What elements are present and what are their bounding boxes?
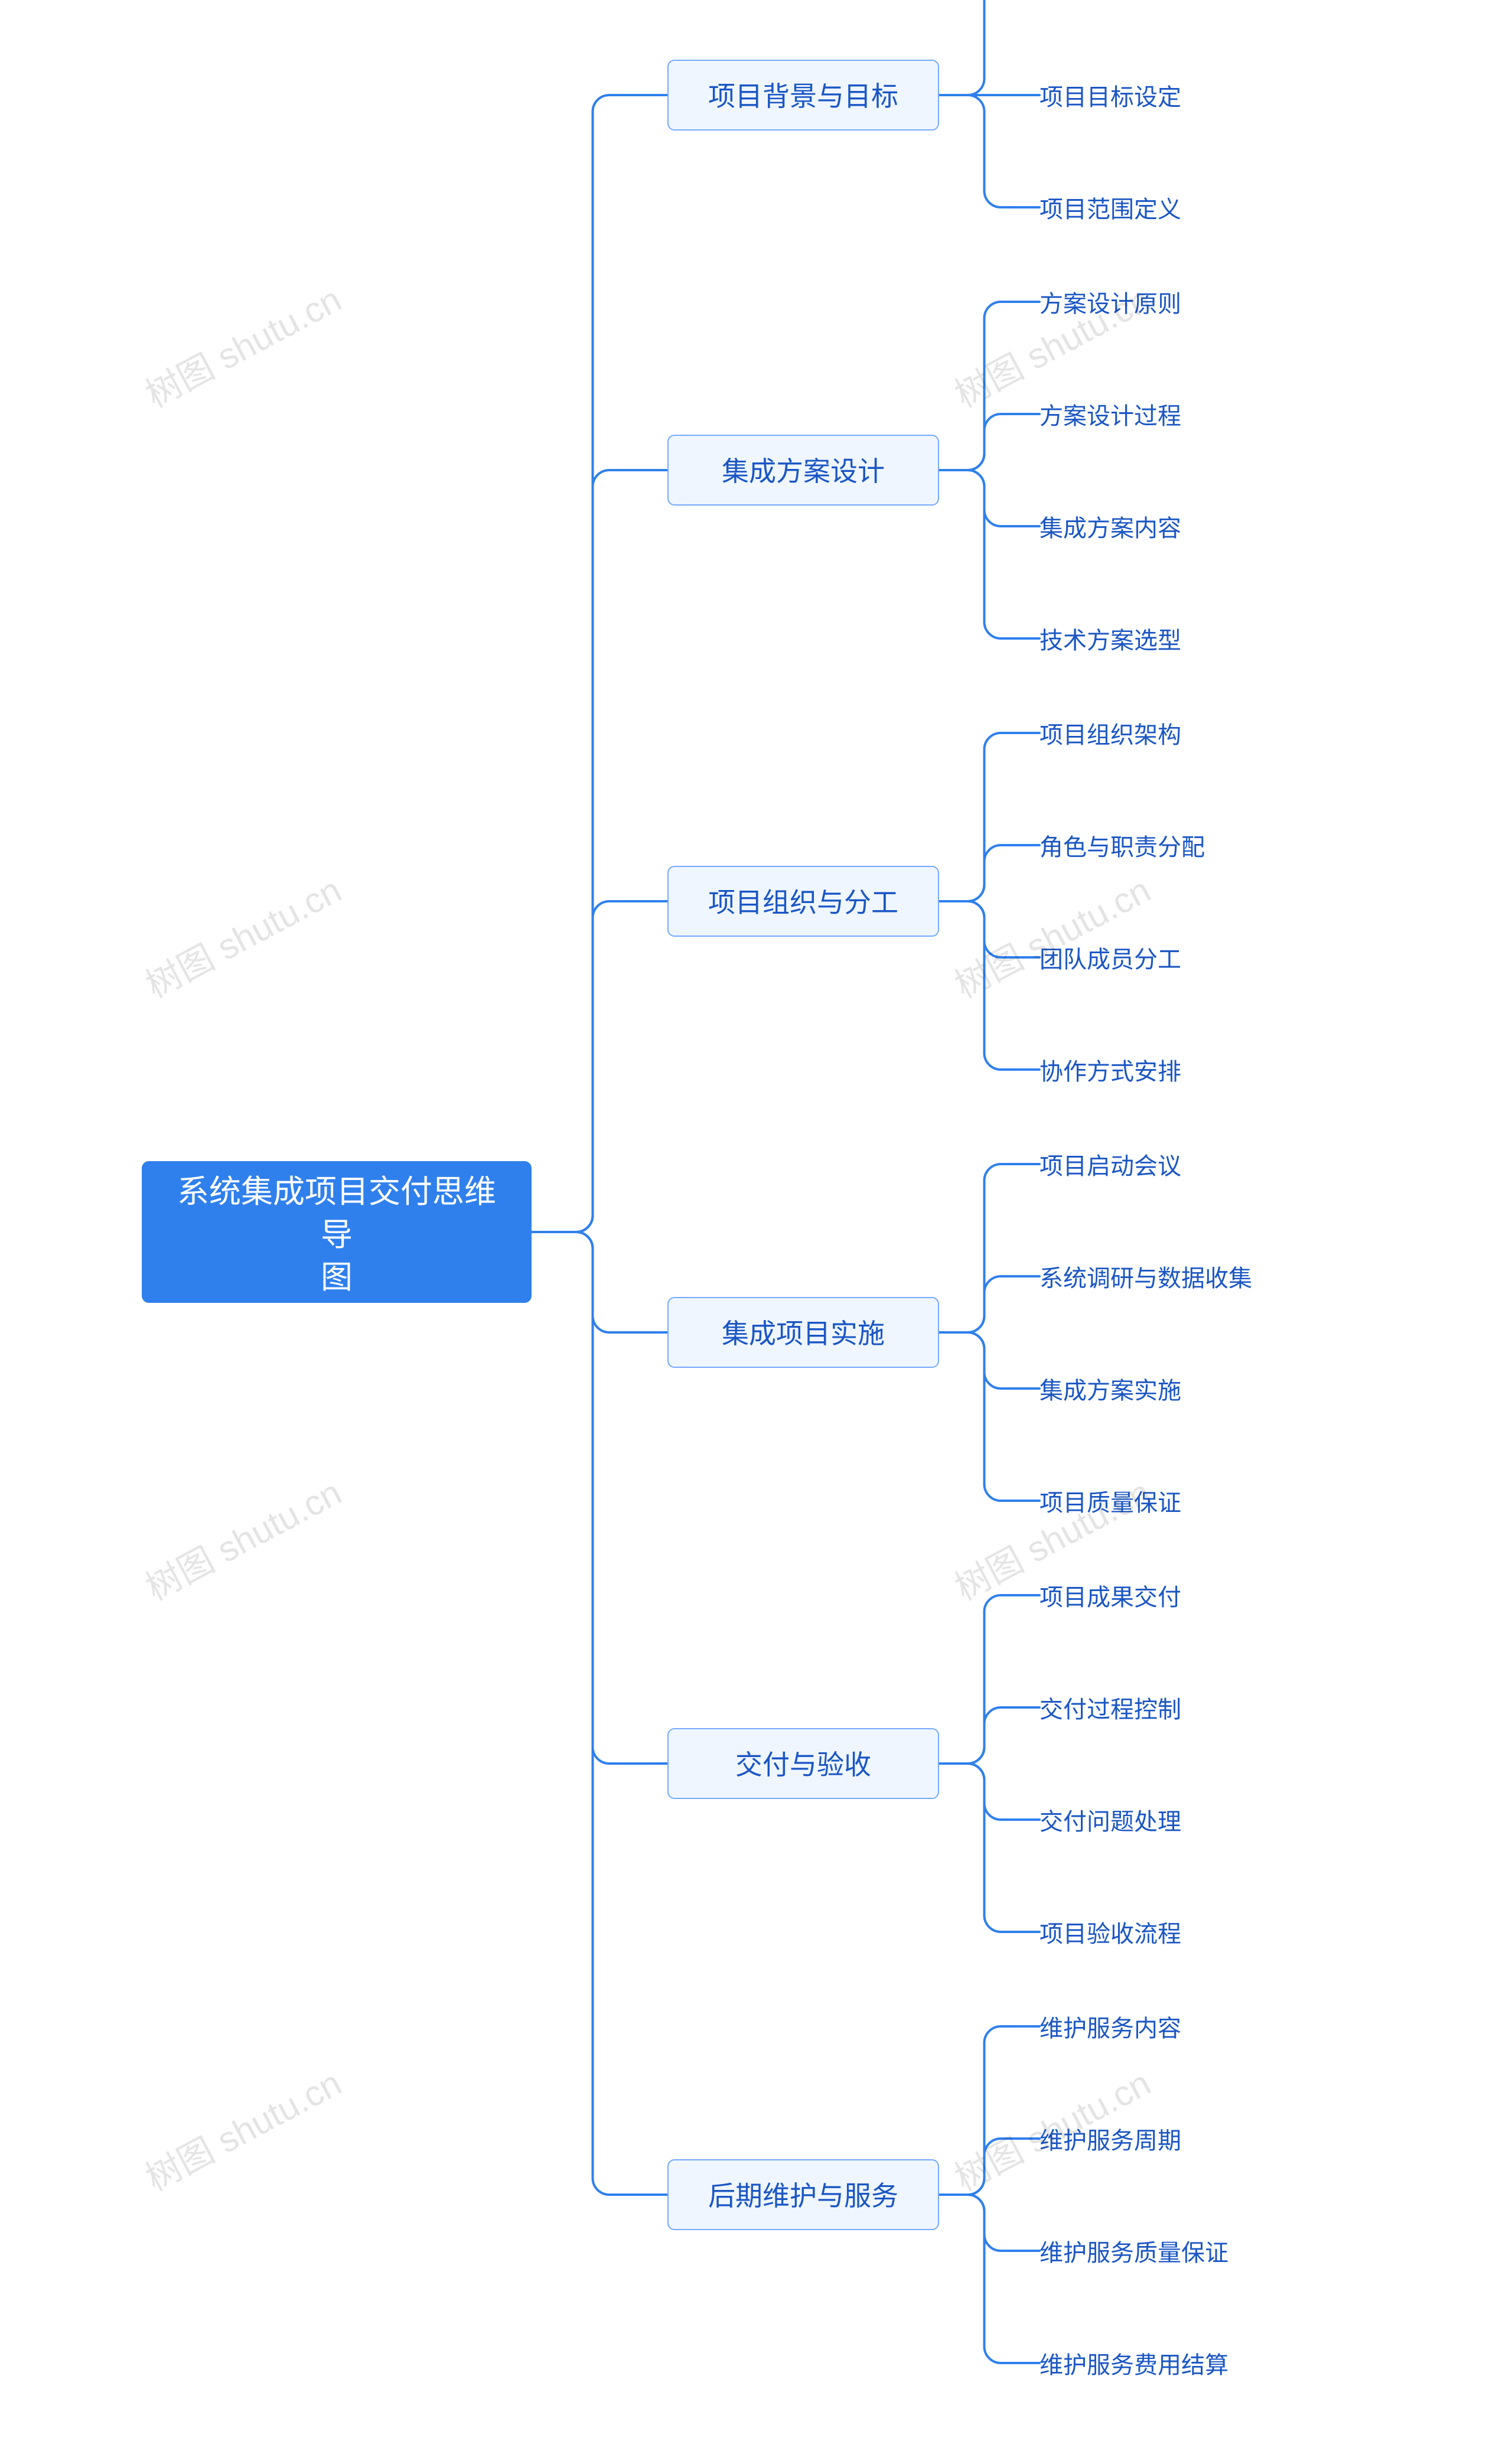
leaf-node[interactable]: 协作方式安排 [1040, 1046, 1181, 1093]
leaf-node[interactable]: 方案设计过程 [1040, 390, 1181, 438]
leaf-node[interactable]: 维护服务内容 [1040, 2003, 1181, 2050]
branch-node[interactable]: 项目组织与分工 [667, 866, 939, 937]
branch-node[interactable]: 集成方案设计 [667, 435, 939, 506]
branch-node[interactable]: 后期维护与服务 [667, 2159, 939, 2230]
leaf-node[interactable]: 集成方案内容 [1040, 503, 1181, 550]
leaf-node[interactable]: 系统调研与数据收集 [1040, 1253, 1252, 1300]
leaf-node[interactable]: 项目范围定义 [1040, 184, 1181, 231]
watermark: 树图 shutu.cn [135, 862, 349, 1008]
branch-node[interactable]: 集成项目实施 [667, 1297, 939, 1368]
leaf-node[interactable]: 项目目标设定 [1040, 71, 1181, 119]
watermark: 树图 shutu.cn [135, 272, 349, 418]
leaf-node[interactable]: 项目验收流程 [1040, 1908, 1181, 1955]
branch-node[interactable]: 项目背景与目标 [667, 60, 939, 131]
leaf-node[interactable]: 项目背景信息 [1040, 0, 1181, 6]
leaf-node[interactable]: 交付过程控制 [1040, 1684, 1181, 1731]
mindmap-canvas: 系统集成项目交付思维导 图项目背景与目标项目背景信息项目目标设定项目范围定义集成… [0, 0, 1512, 2464]
branch-node[interactable]: 交付与验收 [667, 1728, 939, 1799]
leaf-node[interactable]: 项目成果交付 [1040, 1572, 1181, 1619]
watermark: 树图 shutu.cn [135, 2055, 349, 2201]
leaf-node[interactable]: 团队成员分工 [1040, 934, 1181, 981]
leaf-node[interactable]: 项目启动会议 [1040, 1140, 1181, 1188]
leaf-node[interactable]: 项目质量保证 [1040, 1477, 1181, 1524]
root-node[interactable]: 系统集成项目交付思维导 图 [142, 1161, 532, 1303]
leaf-node[interactable]: 方案设计原则 [1040, 278, 1181, 325]
leaf-node[interactable]: 交付问题处理 [1040, 1796, 1181, 1843]
leaf-node[interactable]: 技术方案选型 [1040, 615, 1181, 662]
leaf-node[interactable]: 维护服务费用结算 [1040, 2339, 1228, 2387]
leaf-node[interactable]: 集成方案实施 [1040, 1365, 1181, 1412]
leaf-node[interactable]: 角色与职责分配 [1040, 822, 1205, 869]
leaf-node[interactable]: 维护服务质量保证 [1040, 2227, 1228, 2274]
leaf-node[interactable]: 维护服务周期 [1040, 2115, 1181, 2162]
leaf-node[interactable]: 项目组织架构 [1040, 709, 1181, 757]
watermark: 树图 shutu.cn [135, 1465, 349, 1611]
